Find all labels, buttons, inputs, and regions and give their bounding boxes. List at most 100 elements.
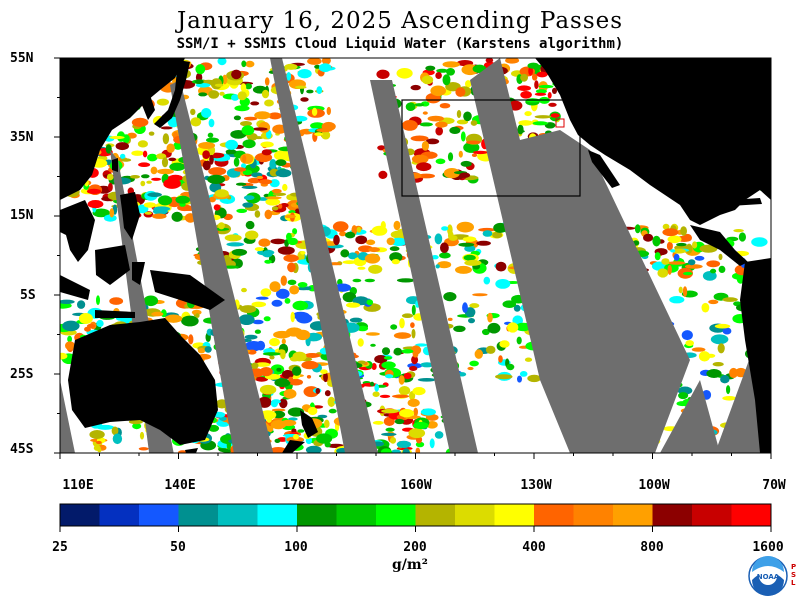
cloud-patch bbox=[698, 351, 711, 362]
cloud-patch bbox=[264, 259, 272, 264]
cloud-patch bbox=[169, 162, 186, 171]
cloud-patch bbox=[534, 80, 539, 90]
cloud-patch bbox=[137, 140, 148, 148]
cloud-patch bbox=[151, 177, 162, 181]
cloud-patch bbox=[190, 108, 196, 116]
cloud-patch bbox=[519, 371, 528, 377]
map-title: January 16, 2025 Ascending Passes bbox=[176, 8, 624, 34]
cloud-patch bbox=[208, 118, 215, 128]
cloud-patch bbox=[710, 334, 729, 345]
cloud-patch bbox=[245, 230, 259, 240]
cloud-patch bbox=[527, 62, 540, 69]
cloud-patch bbox=[276, 288, 290, 299]
cloud-patch bbox=[300, 251, 306, 255]
cloud-patch bbox=[233, 157, 240, 167]
cloud-patch bbox=[292, 366, 302, 376]
colorbar-label-400: 400 bbox=[522, 540, 546, 555]
cloud-patch bbox=[410, 322, 415, 328]
cloud-patch bbox=[708, 299, 719, 305]
cloud-patch bbox=[685, 340, 694, 347]
cloud-patch bbox=[538, 84, 554, 89]
cloud-patch bbox=[390, 324, 398, 330]
cloud-patch bbox=[277, 246, 295, 255]
cloud-patch bbox=[532, 73, 538, 81]
cloud-patch bbox=[241, 163, 247, 169]
cloud-patch bbox=[235, 182, 247, 186]
lat-label-25s: 25S bbox=[10, 367, 34, 382]
cloud-patch bbox=[245, 220, 255, 230]
cloud-patch bbox=[225, 149, 237, 155]
cloud-patch bbox=[524, 111, 532, 117]
cloud-patch bbox=[263, 316, 271, 322]
cloud-patch bbox=[270, 238, 286, 245]
cloud-patch bbox=[157, 168, 174, 175]
cloud-patch bbox=[390, 237, 407, 247]
cloud-patch bbox=[412, 387, 426, 396]
cloud-patch bbox=[482, 230, 493, 237]
cloud-patch bbox=[421, 141, 429, 151]
cloud-patch bbox=[307, 58, 322, 65]
cloud-patch bbox=[372, 391, 380, 398]
cloud-patch bbox=[242, 154, 247, 163]
cloud-patch bbox=[214, 83, 224, 87]
cloud-patch bbox=[144, 211, 152, 215]
cloud-patch bbox=[60, 302, 72, 309]
cloud-patch bbox=[379, 394, 391, 398]
cloud-patch bbox=[493, 222, 508, 233]
cloud-patch bbox=[550, 113, 560, 118]
cloud-patch bbox=[219, 91, 225, 96]
cloud-patch bbox=[517, 85, 531, 91]
region-box bbox=[401, 99, 581, 197]
cloud-patch bbox=[258, 121, 271, 133]
cloud-patch bbox=[380, 448, 392, 453]
colorbar-label-1600: 1600 bbox=[752, 540, 784, 555]
cloud-patch bbox=[251, 362, 259, 369]
cloud-patch bbox=[670, 249, 676, 253]
cloud-patch bbox=[455, 265, 472, 274]
cloud-patch bbox=[207, 132, 214, 138]
cloud-patch bbox=[435, 158, 446, 165]
cloud-patch bbox=[462, 302, 468, 313]
cloud-patch bbox=[271, 299, 283, 307]
cloud-patch bbox=[401, 120, 418, 131]
cloud-patch bbox=[516, 336, 522, 345]
cloud-patch bbox=[415, 343, 428, 347]
cloud-patch bbox=[265, 198, 281, 206]
cloud-patch bbox=[222, 74, 228, 85]
cloud-patch bbox=[281, 369, 294, 379]
cloud-patch bbox=[726, 385, 731, 395]
cloud-patch bbox=[241, 60, 247, 68]
cloud-patch bbox=[517, 375, 522, 383]
cloud-patch bbox=[208, 424, 220, 432]
cloud-patch bbox=[256, 175, 264, 180]
cloud-patch bbox=[682, 286, 688, 297]
cloud-patch bbox=[421, 75, 434, 85]
cloud-patch bbox=[466, 140, 481, 145]
cloud-patch bbox=[103, 214, 117, 222]
cloud-patch bbox=[334, 283, 352, 292]
cloud-patch bbox=[195, 64, 206, 75]
cloud-patch bbox=[323, 371, 328, 383]
cloud-patch bbox=[439, 103, 451, 109]
cloud-patch bbox=[89, 430, 105, 439]
cloud-patch bbox=[96, 295, 100, 306]
cloud-patch bbox=[411, 355, 419, 365]
cloud-patch bbox=[437, 261, 452, 269]
cloud-patch bbox=[431, 255, 439, 260]
cloud-patch bbox=[217, 58, 227, 66]
cloud-patch bbox=[416, 162, 432, 172]
cloud-patch bbox=[321, 58, 331, 65]
cloud-patch bbox=[198, 92, 208, 97]
cloud-patch bbox=[269, 281, 281, 292]
cloud-patch bbox=[398, 375, 405, 385]
colorbar-label-200: 200 bbox=[403, 540, 427, 555]
cloud-patch bbox=[469, 360, 479, 367]
cloud-patch bbox=[417, 173, 436, 179]
cloud-patch bbox=[411, 328, 416, 339]
cloud-patch bbox=[148, 131, 155, 136]
cloud-patch bbox=[710, 268, 717, 274]
lat-label-55n: 55N bbox=[10, 51, 34, 66]
cloud-patch bbox=[456, 119, 469, 125]
cloud-patch bbox=[393, 332, 412, 339]
cloud-patch bbox=[409, 366, 418, 371]
